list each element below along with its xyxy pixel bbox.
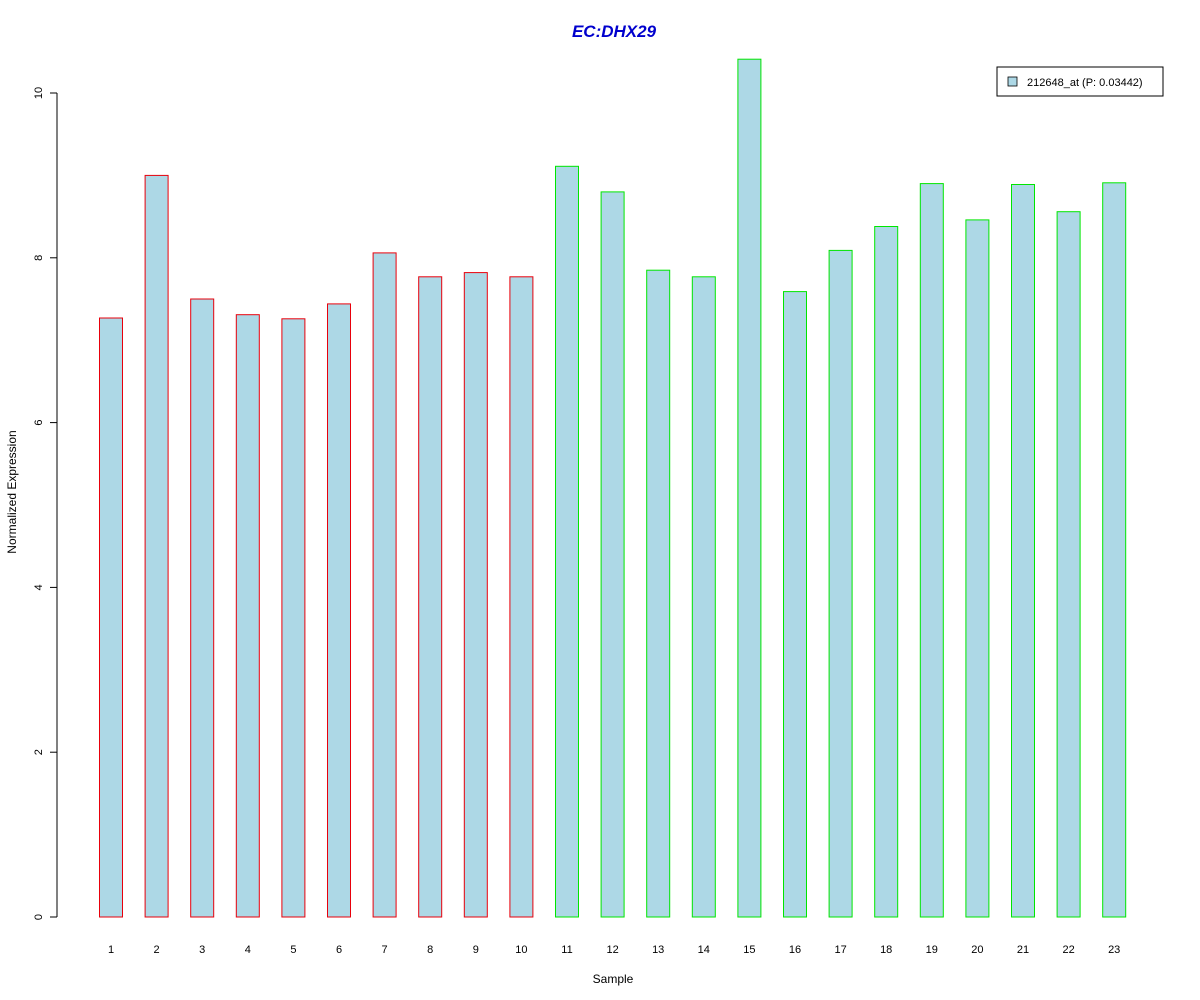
x-tick-label: 3 (199, 944, 205, 956)
legend-swatch (1007, 76, 1018, 87)
x-tick-label: 14 (698, 944, 710, 956)
x-tick-label: 17 (834, 944, 846, 956)
bar-sample-2 (144, 174, 169, 918)
bars-group (99, 58, 1127, 918)
bar-sample-4 (235, 314, 260, 918)
bar-sample-19 (919, 183, 944, 918)
x-tick-label: 19 (926, 944, 938, 956)
x-tick-label: 16 (789, 944, 801, 956)
x-tick-label: 23 (1108, 944, 1120, 956)
bar-sample-17 (828, 249, 853, 918)
x-tick-label: 22 (1062, 944, 1074, 956)
x-tick-label: 15 (743, 944, 755, 956)
x-tick-label: 4 (245, 944, 251, 956)
bar-sample-13 (646, 269, 671, 918)
x-tick-label: 12 (606, 944, 618, 956)
bar-sample-14 (691, 276, 716, 918)
bar-sample-22 (1056, 211, 1081, 918)
bar-sample-10 (509, 276, 534, 918)
x-tick-label: 9 (473, 944, 479, 956)
bar-sample-3 (190, 298, 215, 918)
bar-sample-21 (1011, 184, 1035, 918)
x-tick-label: 11 (561, 944, 572, 956)
bar-sample-23 (1102, 182, 1127, 918)
x-tick-label: 2 (154, 944, 160, 956)
y-tick-label: 2 (33, 749, 45, 755)
x-tick-label: 7 (382, 944, 388, 956)
y-tick-label: 4 (33, 584, 45, 590)
legend-label: 212648_at (P: 0.03442) (1027, 77, 1143, 89)
legend: 212648_at (P: 0.03442) (996, 66, 1164, 97)
x-axis-title: Sample (593, 972, 634, 986)
y-tick-label: 0 (33, 914, 45, 920)
bar-sample-5 (281, 318, 306, 918)
bar-sample-1 (99, 317, 123, 918)
bar-sample-11 (555, 165, 579, 918)
x-tick-label: 5 (290, 944, 296, 956)
x-tick-label: 20 (971, 944, 983, 956)
legend-box (996, 66, 1164, 97)
x-tick-label: 10 (515, 944, 527, 956)
bar-sample-15 (737, 58, 762, 918)
bar-sample-9 (463, 272, 488, 918)
bar-sample-7 (372, 252, 397, 918)
x-tick-label: 21 (1017, 944, 1029, 956)
bar-sample-18 (874, 226, 899, 918)
y-axis: 0 2 4 6 8 10 (33, 87, 58, 920)
x-tick-label: 13 (652, 944, 664, 956)
bar-sample-12 (600, 191, 625, 918)
y-tick-label: 6 (33, 420, 45, 426)
bar-sample-20 (965, 219, 990, 918)
x-tick-label: 8 (427, 944, 433, 956)
bar-sample-8 (418, 276, 443, 918)
y-tick-label: 10 (33, 87, 45, 99)
y-axis-title: Normalized Expression (5, 430, 19, 553)
chart-title: EC:DHX29 (572, 22, 657, 41)
x-tick-label: 1 (108, 944, 114, 956)
y-tick-label: 8 (33, 255, 45, 261)
bar-sample-6 (327, 303, 351, 918)
x-tick-label: 18 (880, 944, 892, 956)
x-tick-labels: 1 2 3 4 5 6 7 8 9 10 11 12 13 14 15 16 17 18 19 20 21 22 23 (108, 944, 1120, 956)
x-tick-label: 6 (336, 944, 342, 956)
bar-sample-16 (783, 291, 807, 918)
